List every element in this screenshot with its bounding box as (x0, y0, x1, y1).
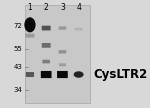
FancyBboxPatch shape (75, 28, 83, 30)
Text: 1: 1 (28, 3, 32, 12)
Text: 34: 34 (14, 87, 22, 93)
Text: CysLTR2: CysLTR2 (94, 68, 148, 81)
Text: 2: 2 (44, 3, 49, 12)
FancyBboxPatch shape (41, 71, 52, 78)
FancyBboxPatch shape (42, 26, 51, 30)
FancyBboxPatch shape (59, 26, 66, 30)
FancyBboxPatch shape (26, 34, 34, 38)
FancyBboxPatch shape (26, 72, 34, 77)
FancyBboxPatch shape (25, 5, 90, 103)
Text: 43: 43 (14, 64, 22, 70)
FancyBboxPatch shape (59, 50, 66, 53)
FancyBboxPatch shape (42, 60, 50, 63)
Text: 55: 55 (14, 46, 22, 52)
Ellipse shape (24, 17, 36, 32)
FancyBboxPatch shape (57, 71, 68, 78)
Ellipse shape (74, 71, 84, 78)
FancyBboxPatch shape (42, 43, 51, 48)
Text: 4: 4 (76, 3, 81, 12)
Text: 72: 72 (14, 23, 22, 29)
Text: 3: 3 (60, 3, 65, 12)
FancyBboxPatch shape (59, 63, 66, 66)
